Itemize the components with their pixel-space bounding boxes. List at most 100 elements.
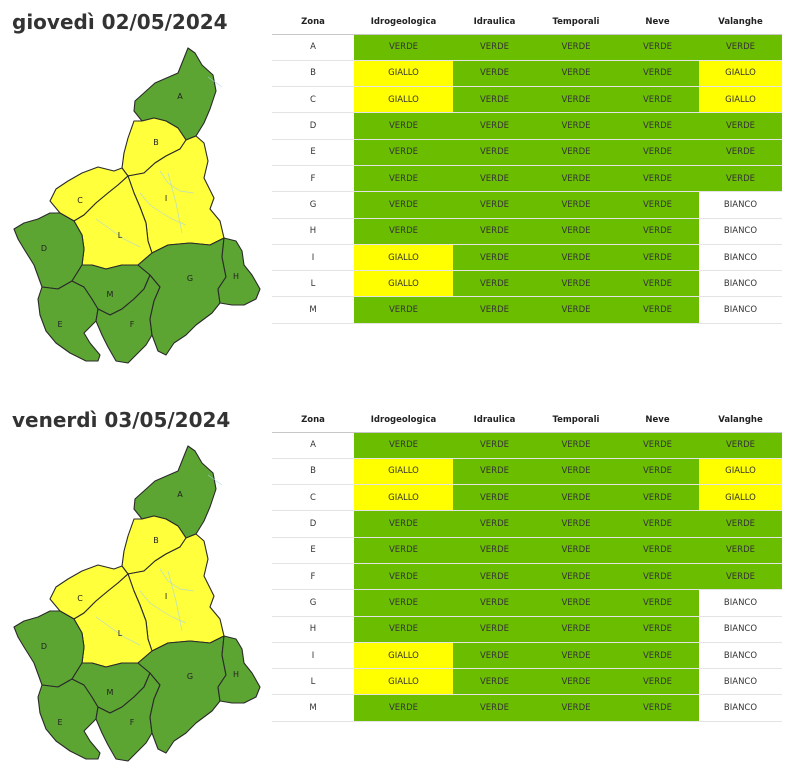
map-zone-label: A: [177, 92, 183, 101]
neve-level-cell: VERDE: [616, 642, 699, 670]
map-zone-label: C: [77, 196, 83, 205]
idrogeologica-level-cell: VERDE: [354, 589, 453, 617]
table-row-zone-a: A VERDE VERDE VERDE VERDE VERDE: [272, 432, 782, 459]
map-zone-label: L: [118, 231, 123, 240]
neve-level-cell: VERDE: [616, 86, 699, 114]
idraulica-level-cell: VERDE: [453, 668, 536, 696]
idrogeologica-level-cell: GIALLO: [354, 60, 453, 88]
header-valanghe: Valanghe: [699, 408, 782, 433]
temporali-level-cell: VERDE: [536, 694, 616, 722]
idrogeologica-level-cell: VERDE: [354, 218, 453, 245]
map-zone-label: E: [57, 718, 62, 727]
header-idraulica: Idraulica: [453, 10, 536, 35]
table-row-zone-h: H VERDE VERDE VERDE VERDE BIANCO: [272, 616, 782, 643]
idraulica-level-cell: VERDE: [453, 537, 536, 564]
zone-cell: I: [272, 642, 354, 670]
map-zone-label: F: [130, 320, 135, 329]
valanghe-level-cell: VERDE: [699, 510, 782, 538]
map-zone-label: B: [153, 138, 159, 147]
river-line: [159, 568, 195, 592]
idrogeologica-level-cell: GIALLO: [354, 668, 453, 696]
temporali-level-cell: VERDE: [536, 86, 616, 114]
table-row-zone-i: I GIALLO VERDE VERDE VERDE BIANCO: [272, 642, 782, 670]
river-line: [139, 192, 187, 226]
table-header-row: Zona Idrogeologica Idraulica Temporali N…: [272, 10, 782, 35]
map-zone-label: M: [107, 688, 114, 697]
zone-cell: B: [272, 60, 354, 88]
valanghe-level-cell: BIANCO: [699, 668, 782, 696]
zone-cell: G: [272, 191, 354, 219]
header-valanghe: Valanghe: [699, 10, 782, 35]
zone-cell: D: [272, 510, 354, 538]
river-line: [207, 474, 223, 486]
idrogeologica-level-cell: VERDE: [354, 694, 453, 722]
idraulica-level-cell: VERDE: [453, 563, 536, 591]
neve-level-cell: VERDE: [616, 432, 699, 459]
valanghe-level-cell: GIALLO: [699, 60, 782, 88]
idrogeologica-level-cell: VERDE: [354, 191, 453, 219]
neve-level-cell: VERDE: [616, 296, 699, 324]
idraulica-level-cell: VERDE: [453, 484, 536, 512]
river-line: [207, 76, 223, 88]
header-zona: Zona: [272, 408, 354, 433]
map-zone-label: E: [57, 320, 62, 329]
zone-cell: C: [272, 484, 354, 512]
valanghe-level-cell: BIANCO: [699, 244, 782, 272]
header-neve: Neve: [616, 10, 699, 35]
idrogeologica-level-cell: GIALLO: [354, 484, 453, 512]
table-row-zone-g: G VERDE VERDE VERDE VERDE BIANCO: [272, 589, 782, 617]
table-row-zone-f: F VERDE VERDE VERDE VERDE VERDE: [272, 165, 782, 193]
valanghe-level-cell: GIALLO: [699, 458, 782, 486]
valanghe-level-cell: BIANCO: [699, 694, 782, 722]
idrogeologica-level-cell: VERDE: [354, 112, 453, 140]
map-zone-label: G: [187, 672, 193, 681]
idraulica-level-cell: VERDE: [453, 86, 536, 114]
map-zone-d: [13, 212, 85, 290]
table-row-zone-m: M VERDE VERDE VERDE VERDE BIANCO: [272, 694, 782, 722]
idrogeologica-level-cell: VERDE: [354, 537, 453, 564]
map-zone-label: B: [153, 536, 159, 545]
idraulica-level-cell: VERDE: [453, 270, 536, 298]
neve-level-cell: VERDE: [616, 244, 699, 272]
map-zone-h: [217, 635, 261, 704]
idraulica-level-cell: VERDE: [453, 694, 536, 722]
temporali-level-cell: VERDE: [536, 563, 616, 591]
neve-level-cell: VERDE: [616, 694, 699, 722]
valanghe-level-cell: VERDE: [699, 563, 782, 591]
idraulica-level-cell: VERDE: [453, 458, 536, 486]
idrogeologica-level-cell: GIALLO: [354, 458, 453, 486]
zone-cell: H: [272, 616, 354, 643]
temporali-level-cell: VERDE: [536, 616, 616, 643]
river-line: [159, 170, 195, 194]
table-row-zone-g: G VERDE VERDE VERDE VERDE BIANCO: [272, 191, 782, 219]
zone-cell: F: [272, 563, 354, 591]
idraulica-level-cell: VERDE: [453, 165, 536, 193]
valanghe-level-cell: BIANCO: [699, 296, 782, 324]
table-row-zone-b: B GIALLO VERDE VERDE VERDE GIALLO: [272, 60, 782, 88]
temporali-level-cell: VERDE: [536, 218, 616, 245]
map-zone-label: D: [41, 642, 47, 651]
neve-level-cell: VERDE: [616, 616, 699, 643]
temporali-level-cell: VERDE: [536, 191, 616, 219]
map-zone-label: H: [233, 670, 239, 679]
table-row-zone-h: H VERDE VERDE VERDE VERDE BIANCO: [272, 218, 782, 245]
neve-level-cell: VERDE: [616, 60, 699, 88]
zone-cell: C: [272, 86, 354, 114]
valanghe-level-cell: BIANCO: [699, 270, 782, 298]
zone-cell: M: [272, 296, 354, 324]
valanghe-level-cell: VERDE: [699, 139, 782, 166]
valanghe-level-cell: BIANCO: [699, 589, 782, 617]
map-zone-label: F: [130, 718, 135, 727]
piemonte-zone-map: A B C D E F G H I L M: [13, 47, 261, 364]
zone-cell: B: [272, 458, 354, 486]
map-zone-label: L: [118, 629, 123, 638]
map-zone-label: H: [233, 272, 239, 281]
table-row-zone-f: F VERDE VERDE VERDE VERDE VERDE: [272, 563, 782, 591]
zone-cell: F: [272, 165, 354, 193]
map-zone-label: I: [165, 194, 167, 203]
zone-cell: H: [272, 218, 354, 245]
piemonte-zone-map: A B C D E F G H I L M: [13, 445, 261, 762]
neve-level-cell: VERDE: [616, 139, 699, 166]
temporali-level-cell: VERDE: [536, 458, 616, 486]
